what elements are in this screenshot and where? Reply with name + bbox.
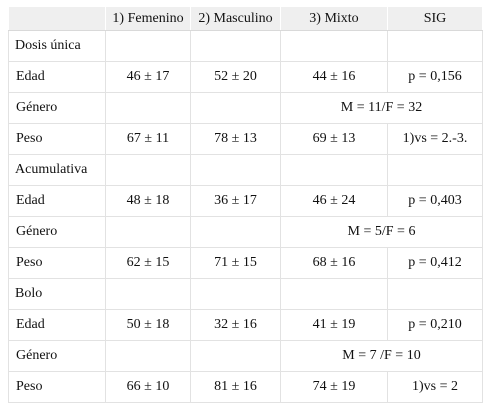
section-row: Bolo (8, 278, 483, 310)
section-row: Dosis única (8, 30, 483, 62)
row-label: Peso (8, 371, 106, 403)
table-cell: 52 ± 20 (190, 61, 281, 93)
section-title: Dosis única (8, 30, 106, 62)
data-table: 1) Femenino 2) Masculino 3) Mixto SIG Do… (8, 6, 483, 403)
header-cell-blank (8, 6, 106, 31)
table-cell: 48 ± 18 (105, 185, 191, 217)
table-cell: 50 ± 18 (105, 309, 191, 341)
table-cell (387, 278, 483, 310)
header-row: 1) Femenino 2) Masculino 3) Mixto SIG (8, 6, 483, 31)
table-row: Género M = 7 /F = 10 (8, 340, 483, 372)
table-cell (105, 216, 191, 248)
table-row: Edad 48 ± 18 36 ± 17 46 ± 24 p = 0,403 (8, 185, 483, 217)
table-cell (105, 30, 191, 62)
row-label: Género (8, 340, 106, 372)
table-row: Edad 46 ± 17 52 ± 20 44 ± 16 p = 0,156 (8, 61, 483, 93)
table-cell (190, 278, 281, 310)
table-cell (387, 30, 483, 62)
table-cell (190, 340, 281, 372)
table-cell (105, 154, 191, 186)
table-cell (190, 216, 281, 248)
table-cell (387, 154, 483, 186)
table-cell (105, 278, 191, 310)
table-cell: p = 0,412 (387, 247, 483, 279)
table-cell (280, 154, 388, 186)
table-cell: 46 ± 24 (280, 185, 388, 217)
table-row: Peso 67 ± 11 78 ± 13 69 ± 13 1)vs = 2.-3… (8, 123, 483, 155)
table-cell: 1)vs = 2.-3. (387, 123, 483, 155)
row-label: Edad (8, 185, 106, 217)
table-cell: p = 0,210 (387, 309, 483, 341)
table-cell: 81 ± 16 (190, 371, 281, 403)
row-label: Peso (8, 247, 106, 279)
row-label: Edad (8, 309, 106, 341)
table-cell: 36 ± 17 (190, 185, 281, 217)
row-label: Género (8, 92, 106, 124)
table-cell (190, 92, 281, 124)
table-row: Peso 66 ± 10 81 ± 16 74 ± 19 1)vs = 2 (8, 371, 483, 403)
table-cell (280, 30, 388, 62)
table-cell (280, 278, 388, 310)
row-label: Peso (8, 123, 106, 155)
row-label: Edad (8, 61, 106, 93)
header-cell-sig: SIG (387, 6, 483, 31)
table-row: Peso 62 ± 15 71 ± 15 68 ± 16 p = 0,412 (8, 247, 483, 279)
header-cell-femenino: 1) Femenino (105, 6, 191, 31)
table-cell: 1)vs = 2 (387, 371, 483, 403)
table-cell: 44 ± 16 (280, 61, 388, 93)
gender-ratio-cell: M = 11/F = 32 (280, 92, 483, 124)
gender-ratio-cell: M = 5/F = 6 (280, 216, 483, 248)
table-cell: 68 ± 16 (280, 247, 388, 279)
table-row: Género M = 11/F = 32 (8, 92, 483, 124)
table-row: Edad 50 ± 18 32 ± 16 41 ± 19 p = 0,210 (8, 309, 483, 341)
table-row: Género M = 5/F = 6 (8, 216, 483, 248)
section-row: Acumulativa (8, 154, 483, 186)
section-title: Bolo (8, 278, 106, 310)
header-cell-mixto: 3) Mixto (280, 6, 388, 31)
table-cell: p = 0,156 (387, 61, 483, 93)
table-cell: p = 0,403 (387, 185, 483, 217)
table-cell: 69 ± 13 (280, 123, 388, 155)
table-cell: 78 ± 13 (190, 123, 281, 155)
table-cell: 66 ± 10 (105, 371, 191, 403)
row-label: Género (8, 216, 106, 248)
header-cell-masculino: 2) Masculino (190, 6, 281, 31)
table-cell: 62 ± 15 (105, 247, 191, 279)
table-cell (105, 92, 191, 124)
table-cell: 41 ± 19 (280, 309, 388, 341)
table-cell: 32 ± 16 (190, 309, 281, 341)
table-cell (190, 154, 281, 186)
table-cell: 71 ± 15 (190, 247, 281, 279)
table-cell: 74 ± 19 (280, 371, 388, 403)
table-cell: 67 ± 11 (105, 123, 191, 155)
table-cell (105, 340, 191, 372)
table-cell (190, 30, 281, 62)
gender-ratio-cell: M = 7 /F = 10 (280, 340, 483, 372)
table-cell: 46 ± 17 (105, 61, 191, 93)
section-title: Acumulativa (8, 154, 106, 186)
